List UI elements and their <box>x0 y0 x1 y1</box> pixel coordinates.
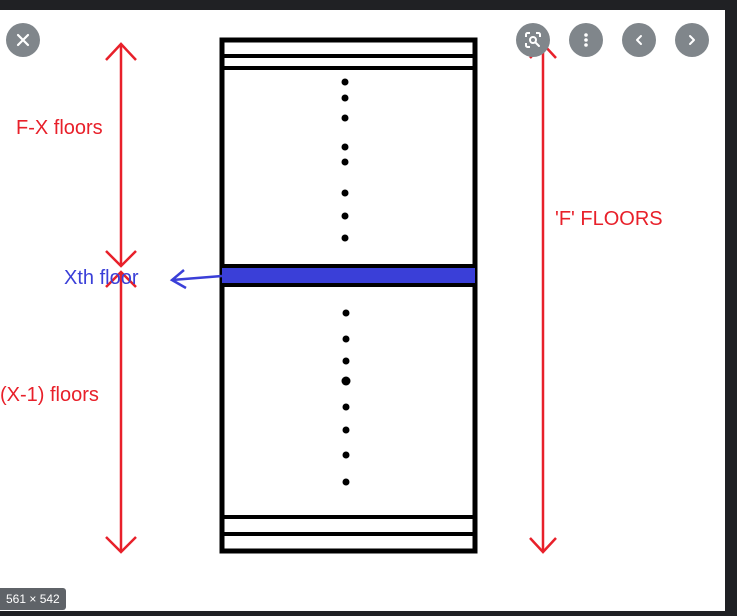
close-icon <box>16 33 30 47</box>
more-vert-icon <box>584 33 588 47</box>
xth-floor-pointer-arrow <box>169 269 223 290</box>
chevron-right-icon <box>689 35 695 45</box>
building-diagram <box>105 37 557 554</box>
next-image-button[interactable] <box>675 23 709 57</box>
x-minus-1-floors-arrow <box>105 270 137 554</box>
preview-image[interactable]: F-X floors Xth floor (X-1) floors 'F' FL… <box>0 10 725 611</box>
label-total-floors: 'F' FLOORS <box>555 208 663 230</box>
total-floors-arrow <box>529 42 557 554</box>
lens-icon <box>525 32 541 48</box>
xth-floor-band <box>222 266 475 284</box>
label-f-x-floors: F-X floors <box>16 117 103 139</box>
image-size-badge: 561 × 542 <box>0 588 66 610</box>
more-options-button[interactable] <box>569 23 603 57</box>
label-x-minus-1-floors: (X-1) floors <box>0 384 99 406</box>
label-xth-floor: Xth floor <box>64 267 139 289</box>
f-x-floors-arrow <box>105 42 137 268</box>
upper-ellipsis-dots <box>341 78 349 242</box>
visual-search-button[interactable] <box>516 23 550 57</box>
close-button[interactable] <box>6 23 40 57</box>
lower-ellipsis-dots <box>341 309 351 486</box>
previous-image-button[interactable] <box>622 23 656 57</box>
building-outline <box>219 37 478 554</box>
chevron-left-icon <box>636 35 642 45</box>
